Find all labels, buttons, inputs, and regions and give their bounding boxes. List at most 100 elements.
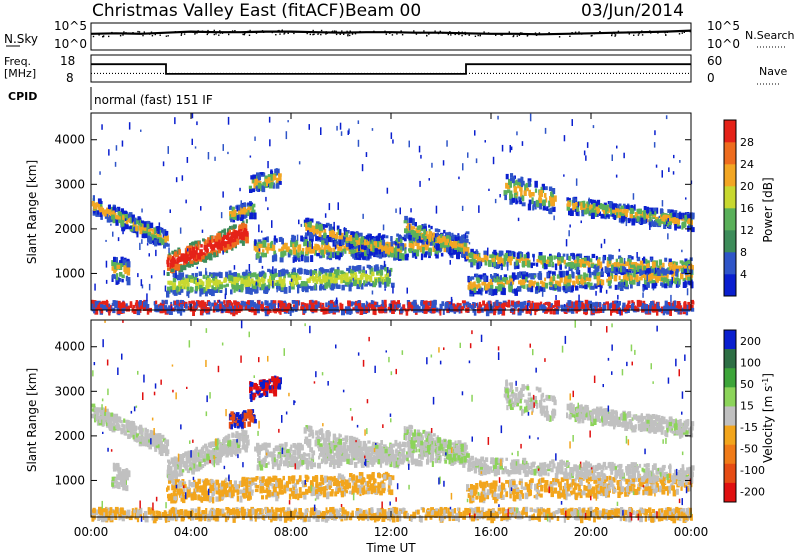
range-cell xyxy=(547,302,551,306)
noise-left-label: N.Sky xyxy=(4,32,38,46)
noise-point xyxy=(462,32,463,33)
noise-cell xyxy=(168,146,170,154)
range-cell xyxy=(374,241,377,245)
noise-cell xyxy=(392,286,394,293)
noise-cell xyxy=(662,170,664,177)
range-cell xyxy=(341,285,345,291)
range-cell xyxy=(218,233,222,240)
range-cell xyxy=(434,300,437,305)
range-cell xyxy=(208,254,211,259)
range-cell xyxy=(315,273,318,278)
range-cell xyxy=(339,236,342,240)
range-cell xyxy=(321,240,324,244)
noise-point xyxy=(413,30,414,31)
range-cell xyxy=(318,301,320,307)
noise-point xyxy=(220,32,221,33)
noise-point xyxy=(599,31,600,32)
noise-cell xyxy=(165,286,167,292)
noise-point xyxy=(207,32,208,33)
noise-point xyxy=(539,32,540,33)
range-cell xyxy=(542,200,546,206)
noise-cell xyxy=(624,282,626,285)
range-cell xyxy=(242,223,245,227)
noise-point xyxy=(160,35,161,36)
range-cell xyxy=(536,286,539,290)
range-cell xyxy=(684,281,686,286)
range-cell xyxy=(370,244,372,251)
range-cell xyxy=(520,303,523,309)
range-cell xyxy=(549,256,553,260)
range-cell xyxy=(540,287,543,292)
range-cell xyxy=(597,279,599,285)
range-cell xyxy=(497,258,501,264)
range-cell xyxy=(664,258,667,262)
range-cell xyxy=(636,276,639,282)
noise-cell xyxy=(329,203,331,210)
noise-point xyxy=(611,33,612,34)
range-cell xyxy=(597,200,600,205)
noise-cell xyxy=(163,161,165,166)
range-cell xyxy=(280,257,284,262)
noise-point xyxy=(458,31,459,32)
noise-point xyxy=(336,34,337,35)
noise-right-tick-high: 10^5 xyxy=(707,19,740,33)
range-cell xyxy=(170,290,172,293)
range-cell xyxy=(166,244,170,247)
noise-cell xyxy=(533,254,535,261)
noise-cell xyxy=(192,139,194,145)
range-cell xyxy=(443,230,445,234)
noise-cell xyxy=(626,218,628,226)
range-cell xyxy=(609,268,611,273)
range-cell xyxy=(152,235,154,239)
range-cell xyxy=(375,248,378,254)
range-cell xyxy=(601,280,604,286)
range-cell xyxy=(446,247,449,252)
noise-cell xyxy=(487,248,489,256)
range-cell xyxy=(618,282,620,285)
noise-point xyxy=(475,36,476,37)
noise-cell xyxy=(673,171,675,174)
range-cell xyxy=(617,305,619,308)
range-cell xyxy=(139,300,142,305)
noise-point xyxy=(92,33,93,34)
noise-cell xyxy=(225,294,227,300)
noise-cell xyxy=(666,115,668,119)
range-cell xyxy=(371,272,374,277)
range-cell xyxy=(465,248,468,252)
range-cell xyxy=(223,285,226,288)
range-cell xyxy=(468,285,470,290)
noise-point xyxy=(483,31,484,32)
range-cell xyxy=(115,216,119,219)
range-cell xyxy=(291,275,294,279)
noise-cell xyxy=(646,219,648,224)
noise-point xyxy=(108,33,109,34)
range-cell xyxy=(263,242,267,247)
noise-point xyxy=(184,33,185,34)
range-cell xyxy=(375,264,378,269)
range-cell xyxy=(665,301,668,307)
range-cell xyxy=(324,282,328,289)
range-cell xyxy=(307,222,309,227)
range-cell xyxy=(350,282,353,286)
noise-panel-frame xyxy=(91,23,691,50)
noise-cell xyxy=(129,122,131,129)
range-cell xyxy=(462,300,466,303)
range-cell xyxy=(176,306,179,313)
range-cell xyxy=(580,261,582,268)
range-cell xyxy=(119,272,122,277)
range-cell xyxy=(314,244,317,248)
range-cell xyxy=(524,190,527,196)
range-cell xyxy=(185,304,188,309)
range-cell xyxy=(258,183,261,189)
range-cell xyxy=(227,235,229,240)
noise-point xyxy=(495,35,496,36)
range-cell xyxy=(185,284,187,290)
range-cell xyxy=(325,302,328,307)
range-cell xyxy=(405,254,409,260)
noise-point xyxy=(120,35,121,36)
range-cell xyxy=(93,195,95,201)
noise-point xyxy=(228,34,229,35)
range-cell xyxy=(362,304,365,307)
noise-cell xyxy=(228,117,230,125)
range-cell xyxy=(281,269,285,276)
